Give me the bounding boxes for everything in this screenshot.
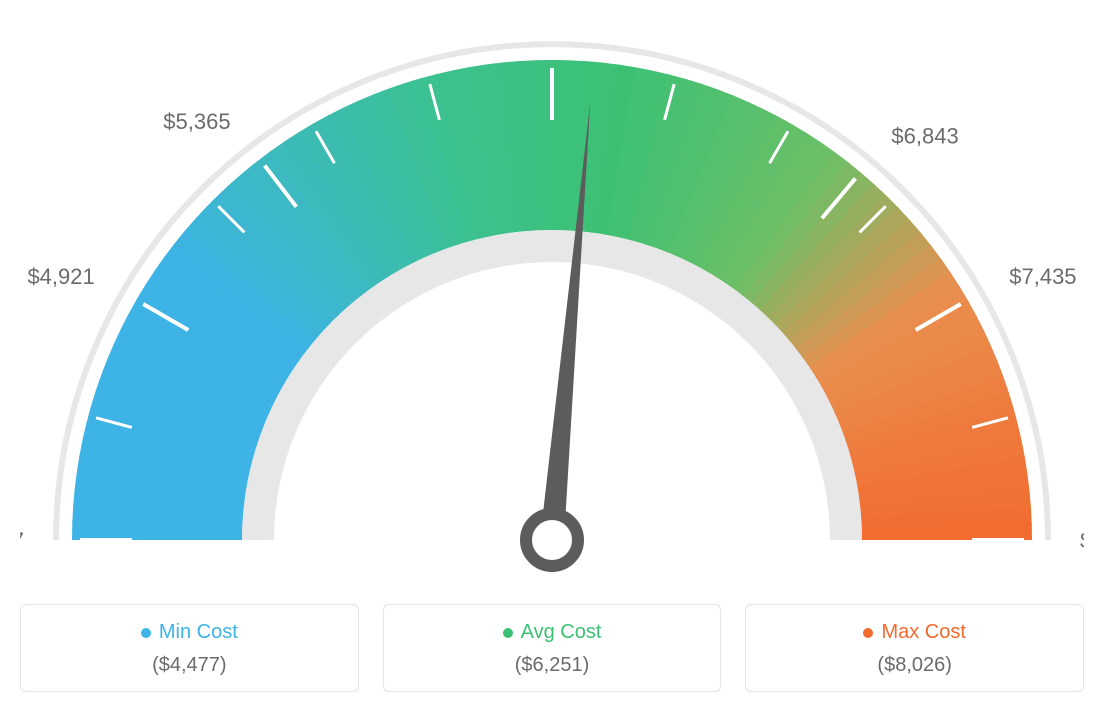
legend-card-min: Min Cost ($4,477)	[20, 604, 359, 692]
svg-text:$6,843: $6,843	[891, 124, 958, 149]
svg-text:$7,435: $7,435	[1009, 264, 1076, 289]
legend-value-min: ($4,477)	[33, 654, 346, 677]
legend-value-max: ($8,026)	[758, 654, 1071, 677]
dot-icon	[503, 628, 513, 638]
legend-title-min: Min Cost	[33, 621, 346, 644]
legend-value-avg: ($6,251)	[396, 654, 709, 677]
legend-title-avg: Avg Cost	[396, 621, 709, 644]
legend-row: Min Cost ($4,477) Avg Cost ($6,251) Max …	[20, 604, 1084, 692]
legend-title-text: Avg Cost	[521, 621, 602, 644]
dot-icon	[863, 628, 873, 638]
svg-text:$4,921: $4,921	[27, 264, 94, 289]
legend-card-max: Max Cost ($8,026)	[745, 604, 1084, 692]
gauge-chart: $4,477$4,921$5,365$6,251$6,843$7,435$8,0…	[20, 20, 1084, 580]
gauge-svg: $4,477$4,921$5,365$6,251$6,843$7,435$8,0…	[20, 20, 1084, 580]
svg-text:$8,026: $8,026	[1080, 528, 1084, 553]
svg-text:$5,365: $5,365	[163, 109, 230, 134]
legend-title-max: Max Cost	[758, 621, 1071, 644]
dot-icon	[141, 628, 151, 638]
svg-text:$4,477: $4,477	[20, 528, 24, 553]
legend-title-text: Min Cost	[159, 621, 238, 644]
legend-title-text: Max Cost	[881, 621, 965, 644]
legend-card-avg: Avg Cost ($6,251)	[383, 604, 722, 692]
